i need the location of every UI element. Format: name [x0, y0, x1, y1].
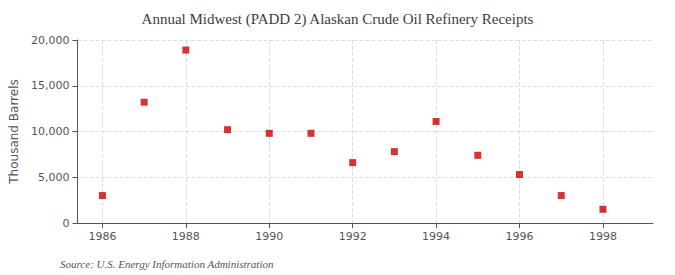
svg-text:15,000: 15,000: [31, 79, 70, 92]
svg-text:5,000: 5,000: [38, 171, 70, 184]
svg-text:1994: 1994: [422, 230, 450, 243]
svg-text:1986: 1986: [88, 230, 116, 243]
svg-text:Thousand Barrels: Thousand Barrels: [7, 79, 21, 184]
svg-text:0: 0: [62, 217, 69, 230]
svg-text:1998: 1998: [589, 230, 617, 243]
svg-text:1992: 1992: [339, 230, 367, 243]
svg-text:Source: U.S. Energy Informatio: Source: U.S. Energy Information Administ…: [60, 258, 274, 270]
svg-text:1996: 1996: [506, 230, 534, 243]
svg-text:10,000: 10,000: [31, 125, 70, 138]
svg-text:Annual Midwest (PADD 2) Alaska: Annual Midwest (PADD 2) Alaskan Crude Oi…: [142, 11, 534, 28]
svg-text:20,000: 20,000: [31, 34, 70, 47]
svg-text:1990: 1990: [255, 230, 283, 243]
svg-text:1988: 1988: [172, 230, 200, 243]
